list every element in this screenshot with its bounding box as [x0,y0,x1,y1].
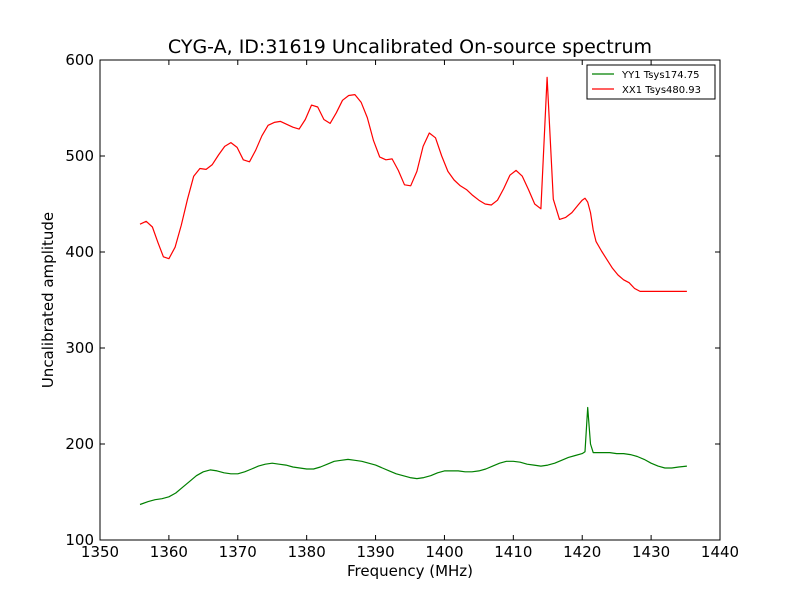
y-tick-label: 500 [65,147,94,165]
legend: YY1 Tsys174.75 XX1 Tsys480.93 [586,64,716,100]
y-axis-ticks: 100 200 300 400 500 600 [65,51,720,549]
x-tick-label: 1370 [219,543,257,561]
y-tick-label: 100 [65,531,94,549]
x-tick-label: 1380 [288,543,326,561]
y-tick-label: 200 [65,435,94,453]
series-line-yy1 [139,406,687,506]
x-axis-label: Frequency (MHz) [347,562,473,580]
y-tick-label: 400 [65,243,94,261]
x-axis-ticks: 1350 1360 1370 1380 1390 1400 1410 1420 1430 1440 [81,60,739,561]
x-tick-label: 1410 [494,543,532,561]
x-tick-label: 1350 [81,543,119,561]
chart-title: CYG-A, ID:31619 Uncalibrated On-source s… [168,36,652,58]
x-tick-label: 1440 [701,543,739,561]
x-tick-label: 1360 [150,543,188,561]
plot-area [99,59,721,541]
x-tick-label: 1430 [632,543,670,561]
series-line-xx1 [139,76,687,292]
x-tick-label: 1390 [356,543,394,561]
y-axis-label: Uncalibrated amplitude [39,212,57,388]
x-tick-label: 1420 [563,543,601,561]
legend-label-xx1: XX1 Tsys480.93 [622,85,701,96]
legend-label-yy1: YY1 Tsys174.75 [621,70,700,81]
series-layer [139,76,687,506]
y-tick-label: 600 [65,51,94,69]
legend-box [586,64,716,100]
x-tick-label: 1400 [425,543,463,561]
y-tick-label: 300 [65,339,94,357]
